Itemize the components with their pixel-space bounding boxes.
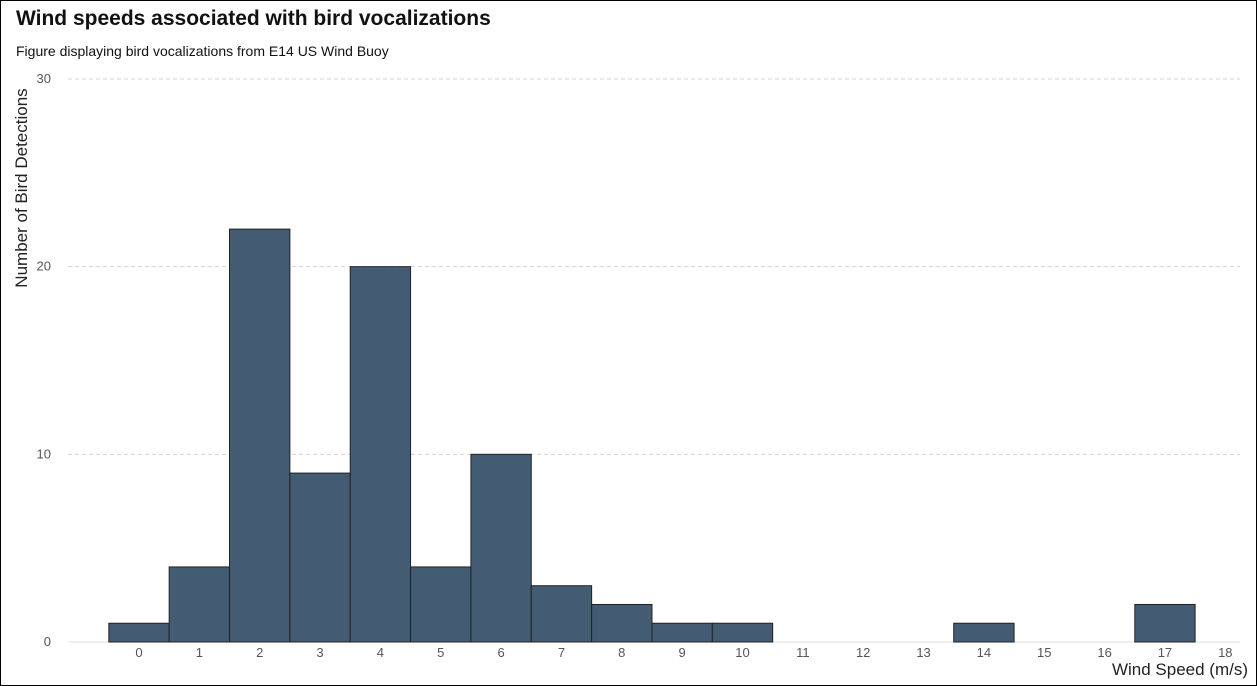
x-tick-label: 6 — [497, 645, 504, 660]
y-tick-label: 0 — [44, 634, 51, 649]
y-tick-label: 30 — [37, 71, 51, 86]
bar-14 — [953, 622, 1015, 643]
x-tick-label: 4 — [377, 645, 384, 660]
bar-8 — [591, 603, 653, 643]
y-axis-ticks: 0 10 20 30 — [37, 71, 51, 649]
x-tick-label: 1 — [196, 645, 203, 660]
x-tick-label: 0 — [135, 645, 142, 660]
bar-7 — [530, 585, 593, 643]
bars — [108, 228, 1196, 643]
x-tick-label: 16 — [1097, 645, 1111, 660]
bar-4 — [349, 266, 412, 643]
x-tick-label: 15 — [1037, 645, 1051, 660]
x-axis-title: Wind Speed (m/s) — [1112, 660, 1248, 679]
x-tick-label: 12 — [856, 645, 870, 660]
bar-6 — [470, 453, 532, 643]
x-tick-label: 10 — [735, 645, 749, 660]
bar-2 — [229, 228, 291, 643]
x-tick-label: 3 — [316, 645, 323, 660]
x-tick-label: 11 — [796, 645, 810, 660]
bar-3 — [289, 472, 351, 643]
bar-0 — [108, 622, 170, 643]
bar-1 — [168, 566, 231, 643]
x-axis-ticks: 0 1 2 3 4 5 6 7 8 9 10 11 12 13 14 15 16 17 18 — [135, 645, 1232, 660]
chart-title: Wind speeds associated with bird vocaliz… — [16, 7, 491, 30]
bar-10 — [711, 622, 774, 643]
bar-9 — [651, 622, 713, 643]
chart-subtitle: Figure displaying bird vocalizations fro… — [16, 43, 389, 59]
x-tick-label: 5 — [437, 645, 444, 660]
x-tick-label: 14 — [977, 645, 991, 660]
bar-5 — [410, 566, 472, 643]
bar-17 — [1134, 603, 1196, 643]
x-tick-label: 2 — [256, 645, 263, 660]
x-tick-label: 8 — [618, 645, 625, 660]
x-tick-label: 18 — [1218, 645, 1232, 660]
y-tick-label: 20 — [37, 259, 51, 274]
x-tick-label: 13 — [916, 645, 930, 660]
x-tick-label: 9 — [679, 645, 686, 660]
y-axis-title: Number of Bird Detections — [12, 88, 31, 287]
x-tick-label: 17 — [1158, 645, 1172, 660]
x-tick-label: 7 — [558, 645, 565, 660]
y-tick-label: 10 — [37, 446, 51, 461]
